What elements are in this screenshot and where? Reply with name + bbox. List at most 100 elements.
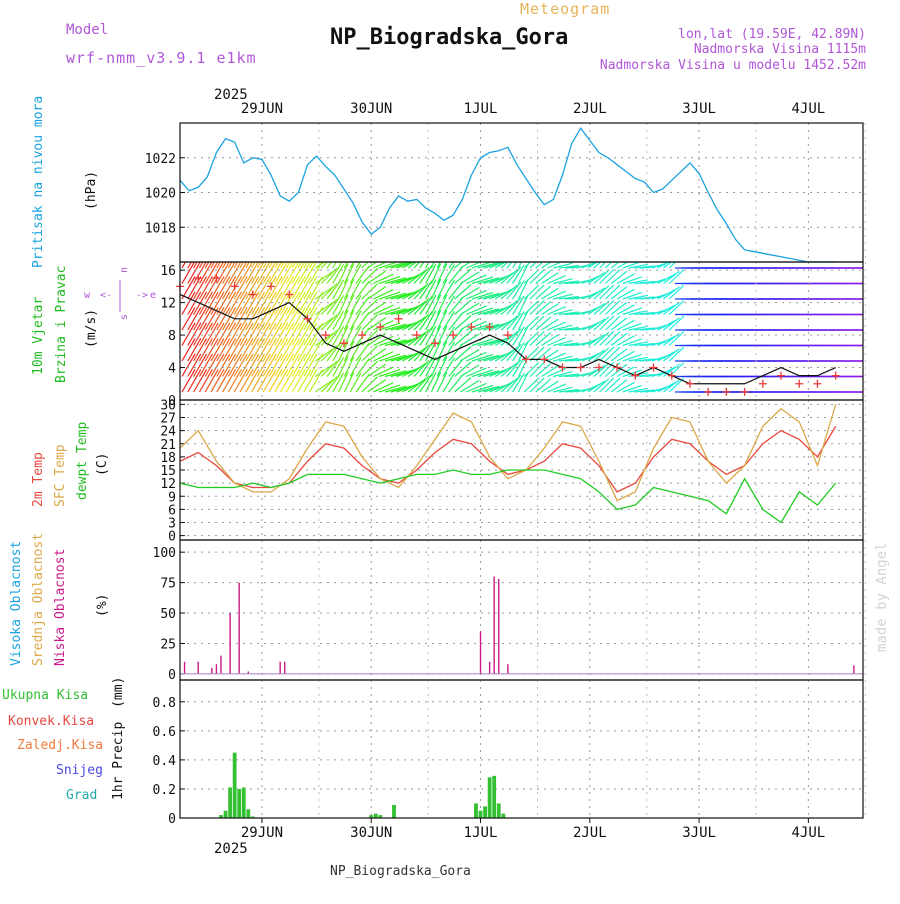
wind-barb	[291, 353, 306, 377]
cloud-bar	[479, 631, 482, 674]
wind-barb	[657, 289, 676, 300]
wind-barb	[500, 361, 519, 377]
wind-barb	[181, 291, 196, 315]
wind-barb	[506, 312, 522, 331]
temperature-ytick-label: 30	[160, 398, 176, 413]
precip-legend-freezing: Zaledj.Kisa	[17, 738, 103, 753]
wind-barb	[460, 287, 480, 300]
wind-barb	[332, 264, 345, 284]
wind-gust-marker	[248, 290, 257, 299]
wind-barb	[285, 322, 300, 346]
wind-barb	[668, 284, 685, 300]
wind-barb	[558, 326, 579, 331]
wind-barb	[181, 276, 196, 300]
wind-barb	[222, 276, 237, 300]
precip-bar	[228, 787, 232, 818]
wind-gust-marker	[631, 371, 640, 380]
wind-barb	[430, 325, 442, 346]
wind-barb	[413, 328, 430, 346]
precip-bar	[219, 815, 223, 818]
wind-barb	[529, 262, 537, 269]
cloud-ytick-label: 100	[153, 546, 176, 561]
temperature-series-dewpt Temp	[179, 469, 837, 524]
wind-gust-marker	[722, 387, 731, 396]
wind-barb	[239, 338, 254, 362]
precip-ylabel-unit: (mm)	[111, 677, 126, 708]
wind-barb	[326, 358, 341, 377]
coords: lon,lat (19.59E, 42.89N)	[678, 27, 866, 42]
wind-barb	[460, 349, 480, 362]
wind-ytick-label: 4	[168, 362, 176, 377]
wind-barb	[262, 276, 277, 300]
wind-barb	[210, 322, 225, 346]
wind-barb	[204, 291, 219, 315]
wind-barb	[436, 294, 448, 315]
wind-gust-marker	[685, 379, 694, 388]
wind-barb	[465, 367, 487, 378]
wind-barb	[425, 310, 437, 331]
wind-barb	[593, 378, 610, 393]
wind-barb	[222, 353, 237, 377]
wind-barb	[471, 384, 494, 393]
wind-barb	[477, 262, 500, 269]
wind-gust-marker	[212, 274, 221, 283]
wind-barb	[442, 262, 448, 269]
wind-gust-marker	[667, 371, 676, 380]
precip-ytick-label: 0.8	[153, 696, 176, 711]
wind-barb	[448, 281, 464, 300]
wind-barb	[338, 371, 349, 393]
wind-barb	[413, 359, 430, 377]
wind-barb	[517, 310, 529, 331]
wind-barb	[430, 294, 442, 315]
wind-barb	[663, 301, 680, 315]
wind-barb	[604, 331, 621, 346]
wind-barb	[367, 363, 387, 377]
wind-barb	[379, 353, 401, 362]
wind-gust-marker	[412, 331, 421, 340]
wind-barb	[407, 269, 427, 284]
wind-barb	[227, 369, 242, 393]
wind-barb	[227, 291, 242, 315]
wind-barb	[657, 382, 676, 393]
wind-barb	[332, 310, 345, 331]
wind-barb	[280, 307, 295, 331]
wind-barb	[251, 353, 266, 377]
wind-barb	[297, 322, 312, 346]
wind-barb	[506, 266, 522, 284]
wind-barb	[593, 362, 610, 377]
wind-barb	[604, 284, 621, 300]
wind-barb	[251, 262, 265, 284]
wind-barb	[193, 262, 198, 269]
wind-barb	[587, 318, 605, 331]
wind-barb	[198, 338, 213, 362]
wind-barb	[210, 307, 225, 331]
wind-barb	[379, 322, 401, 331]
wind-barb	[657, 320, 676, 331]
wind-label-1: 10m Vjetar	[31, 297, 46, 375]
day-label-bottom: 3JUL	[682, 825, 716, 841]
cloud-label-low: Niska Oblacnost	[53, 549, 68, 666]
wind-barb	[622, 369, 642, 378]
precip-bar	[501, 813, 506, 818]
wind-barb	[506, 374, 522, 393]
wind-barb	[274, 262, 279, 269]
wind-barb	[297, 338, 312, 362]
wind-barb	[285, 262, 291, 269]
wind-barb	[628, 279, 649, 285]
wind-barb	[245, 291, 260, 315]
cloud-ytick-label: 75	[160, 577, 176, 592]
wind-barb	[227, 322, 242, 346]
wind-gust-marker	[467, 322, 476, 331]
wind-barb	[297, 353, 312, 377]
cloud-ytick-label: 25	[160, 637, 176, 652]
wind-barb	[285, 338, 300, 362]
wind-barb	[471, 353, 494, 362]
wind-barb	[326, 327, 341, 346]
day-label-bottom: 29JUN	[241, 825, 283, 841]
wind-gust-marker	[430, 339, 439, 348]
wind-barb	[454, 262, 463, 269]
wind-barb	[517, 263, 529, 284]
wind-barb	[245, 262, 250, 269]
wind-barb	[291, 262, 297, 269]
wind-barb	[523, 315, 540, 331]
